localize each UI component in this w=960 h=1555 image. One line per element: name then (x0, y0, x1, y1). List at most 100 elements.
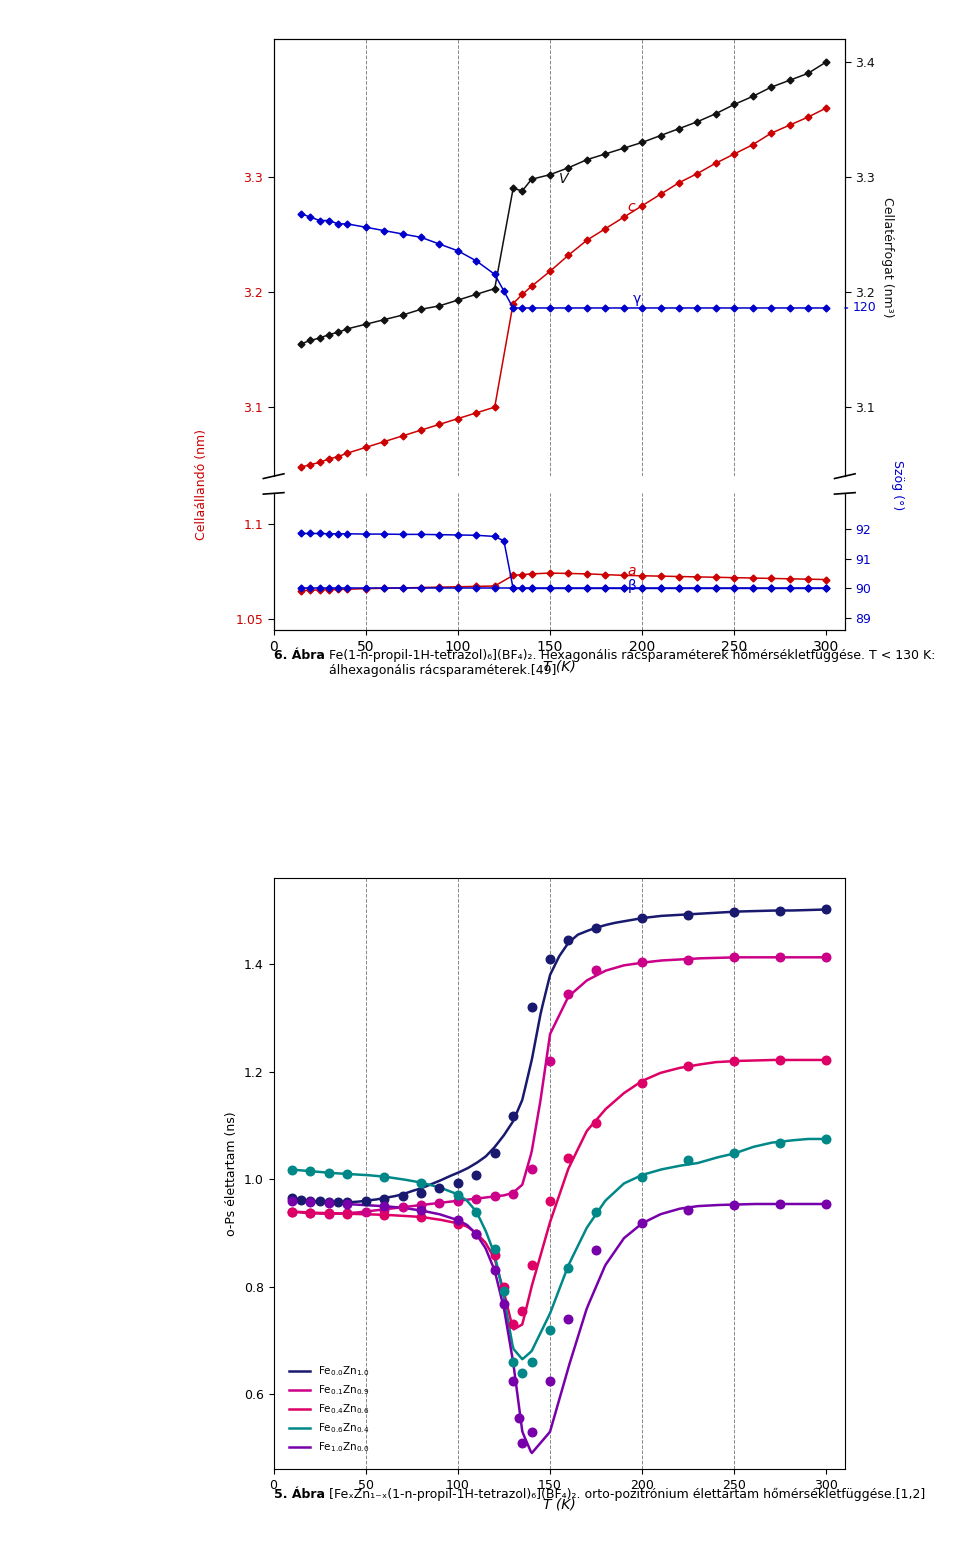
Text: 120: 120 (853, 302, 876, 314)
Point (524, 1155, 540, 1180)
Point (635, 1165, 650, 1190)
Point (487, 1141, 502, 1166)
Text: γ: γ (633, 292, 641, 306)
Text: β: β (628, 580, 636, 594)
Point (681, 1054, 696, 1079)
Point (284, 1188, 300, 1213)
Point (376, 1186, 392, 1211)
Point (773, 945, 788, 970)
Point (450, 1183, 466, 1208)
Point (284, 1157, 300, 1182)
Point (515, 1298, 530, 1323)
Point (635, 1211, 650, 1236)
Point (376, 1194, 392, 1219)
Point (819, 1126, 834, 1151)
Point (322, 1191, 337, 1216)
Point (515, 1361, 530, 1386)
Point (588, 958, 604, 983)
Point (487, 1236, 502, 1261)
Point (524, 995, 540, 1020)
Point (450, 1188, 466, 1213)
Point (395, 1194, 410, 1219)
Point (340, 1200, 355, 1225)
Point (524, 1253, 540, 1278)
Point (376, 1165, 392, 1190)
Point (468, 1186, 484, 1211)
Point (468, 1163, 484, 1188)
Point (330, 1190, 346, 1214)
Point (506, 1368, 521, 1393)
Point (358, 1199, 373, 1224)
Point (322, 1190, 337, 1214)
Point (561, 981, 576, 1006)
Point (542, 1368, 558, 1393)
Text: Fe(1-n-propil-1H-tetrazol)₆](BF₄)₂. Hexagonális rácsparaméterek hőmérsékletfüggé: Fe(1-n-propil-1H-tetrazol)₆](BF₄)₂. Hexa… (329, 648, 936, 676)
Point (414, 1197, 429, 1222)
Point (506, 1350, 521, 1375)
Point (819, 897, 834, 922)
Text: Szög (°): Szög (°) (891, 460, 904, 510)
Point (414, 1205, 429, 1230)
Point (322, 1200, 337, 1225)
Text: [FeₓZn₁₋ₓ(1-n-propil-1H-tetrazol)₆](BF₄)₂. orto-pozitrónium élettartam hőmérsékl: [FeₓZn₁₋ₓ(1-n-propil-1H-tetrazol)₆](BF₄)… (329, 1488, 925, 1501)
Text: V: V (559, 171, 568, 185)
Point (468, 1199, 484, 1224)
Point (506, 1104, 521, 1129)
Point (395, 1183, 410, 1208)
Point (542, 1188, 558, 1213)
Point (340, 1200, 355, 1225)
Point (588, 1238, 604, 1263)
Point (819, 1191, 834, 1216)
X-axis label: T (K): T (K) (542, 1497, 576, 1511)
Point (561, 1255, 576, 1280)
Point (635, 949, 650, 973)
Point (819, 945, 834, 970)
Point (302, 1200, 318, 1225)
Point (340, 1162, 355, 1186)
Point (340, 1191, 355, 1216)
Point (819, 1048, 834, 1073)
Text: 5. Ábra: 5. Ábra (274, 1488, 329, 1501)
Point (773, 1048, 788, 1073)
Point (376, 1197, 392, 1222)
Point (681, 947, 696, 972)
Y-axis label: Cellatérfogat (nm³): Cellatérfogat (nm³) (881, 197, 895, 317)
Point (284, 1185, 300, 1210)
Point (542, 1317, 558, 1342)
Point (561, 928, 576, 953)
Point (414, 1193, 429, 1218)
Point (561, 1306, 576, 1331)
Point (524, 1350, 540, 1375)
Point (727, 1141, 742, 1166)
Point (681, 1197, 696, 1222)
Point (468, 1222, 484, 1247)
Point (312, 1190, 327, 1214)
Point (284, 1199, 300, 1224)
Point (414, 1171, 429, 1196)
Text: a: a (628, 564, 636, 578)
Point (284, 1199, 300, 1224)
Point (506, 1312, 521, 1337)
Point (561, 1146, 576, 1171)
Point (432, 1191, 447, 1216)
Point (302, 1188, 318, 1213)
Point (487, 1242, 502, 1267)
Point (322, 1160, 337, 1185)
Point (635, 1070, 650, 1095)
Point (302, 1200, 318, 1225)
Point (302, 1158, 318, 1183)
Point (511, 1406, 526, 1431)
Point (496, 1292, 512, 1317)
Point (681, 1148, 696, 1172)
Point (496, 1274, 512, 1298)
Point (506, 1182, 521, 1207)
Point (414, 1180, 429, 1205)
Point (773, 1191, 788, 1216)
Point (588, 1110, 604, 1135)
Point (727, 1048, 742, 1073)
X-axis label: T (K): T (K) (542, 659, 576, 673)
Point (773, 899, 788, 924)
Point (635, 905, 650, 930)
Point (450, 1208, 466, 1233)
Point (542, 1048, 558, 1073)
